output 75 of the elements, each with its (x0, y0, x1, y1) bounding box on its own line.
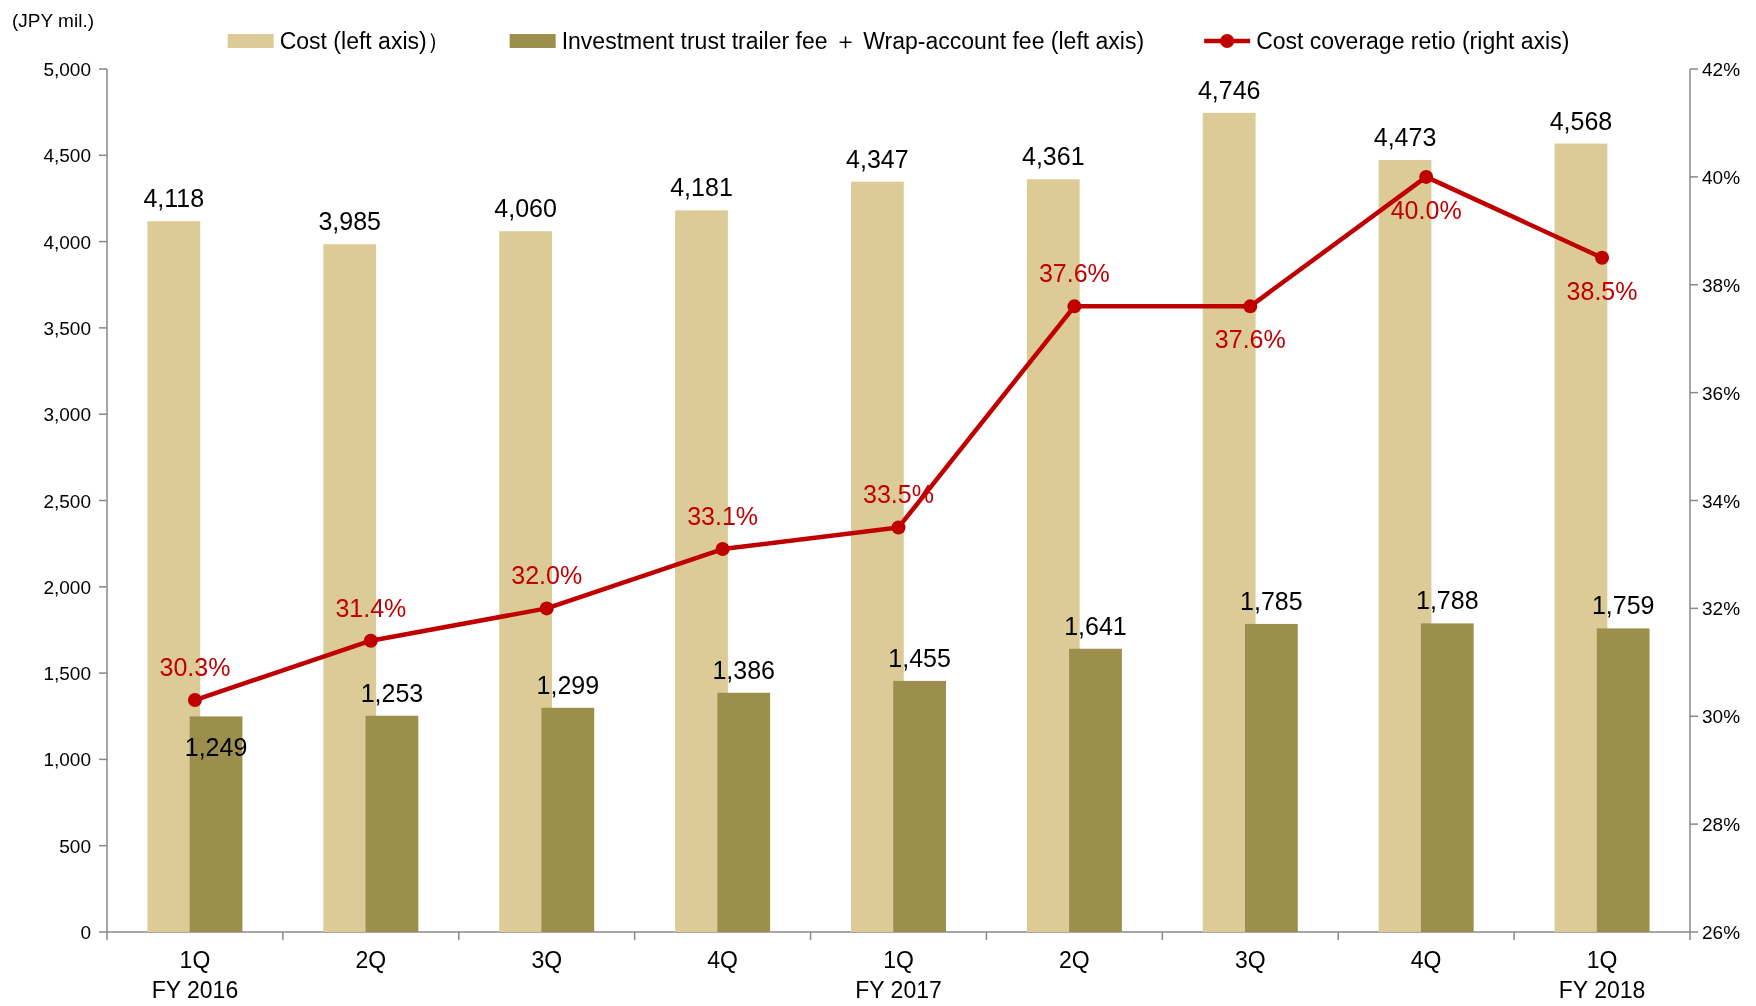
x-tick-label: 2Q (355, 947, 387, 973)
y2-tick-label: 42% (1702, 59, 1741, 80)
data-label: 1,785 (1240, 586, 1303, 615)
data-label: 4,568 (1549, 106, 1613, 135)
data-label: 4,181 (670, 173, 733, 202)
point (539, 601, 554, 616)
y2-tick-label: 38% (1702, 274, 1741, 296)
y-tick-label: 0 (80, 922, 91, 943)
bar (1596, 628, 1650, 932)
point (187, 693, 202, 708)
data-label: 1,455 (888, 643, 951, 672)
data-label: 4,746 (1197, 75, 1261, 104)
x-tick-label: 4Q (707, 947, 738, 973)
data-label: 1,788 (1415, 586, 1479, 615)
point (363, 633, 378, 648)
point (1419, 169, 1434, 184)
y-tick-label: 4,000 (43, 231, 91, 253)
legend-label: Cost (left axis)） (279, 28, 450, 54)
data-label: 1,759 (1591, 591, 1655, 620)
data-label: 3,985 (318, 207, 382, 236)
y-tick-label: 2,000 (43, 576, 91, 598)
y-tick-label: 500 (59, 835, 91, 857)
point (1243, 299, 1258, 314)
bar (1245, 623, 1298, 932)
data-label: 1,641 (1064, 611, 1127, 640)
data-label: 1,386 (712, 655, 775, 684)
data-label: 38.5% (1566, 276, 1638, 305)
data-label: 33.1% (687, 502, 759, 531)
point (1067, 299, 1082, 314)
data-label: 4,473 (1373, 122, 1437, 151)
data-label: 40.0% (1390, 195, 1462, 224)
data-label: 37.6% (1214, 325, 1286, 354)
data-label: 1,299 (536, 670, 600, 699)
legend-label: Investment trust trailer fee ＋ Wrap-account fee (left axis) (561, 28, 1145, 54)
y-tick-label: 3,500 (43, 317, 91, 339)
data-label: 32.0% (511, 561, 583, 590)
data-label: 1,253 (360, 678, 424, 707)
bar (541, 707, 595, 932)
y-axis-title: (JPY mil.) (12, 10, 94, 31)
data-label: 4,347 (846, 144, 909, 173)
bar (893, 680, 946, 932)
data-label: 4,118 (143, 184, 205, 213)
y-tick-label: 3,000 (43, 404, 91, 426)
y2-tick-label: 28% (1702, 814, 1741, 836)
x-tick-label: 1Q FY 2016 (151, 947, 239, 1003)
y-tick-label: 4,500 (43, 145, 91, 167)
y2-tick-label: 26% (1702, 922, 1741, 943)
y2-tick-label: 36% (1702, 382, 1741, 404)
x-tick-label: 1Q FY 2018 (1558, 947, 1646, 1003)
y-tick-label: 5,000 (43, 59, 91, 80)
data-label: 4,361 (1022, 142, 1085, 171)
y2-tick-label: 30% (1702, 706, 1741, 728)
y2-tick-label: 32% (1702, 598, 1741, 620)
x-tick-label: 4Q (1410, 947, 1442, 973)
x-tick-label: 3Q (531, 947, 563, 973)
point (891, 520, 906, 535)
y-tick-label: 2,500 (43, 490, 91, 512)
bar (717, 692, 771, 932)
data-label: 30.3% (159, 653, 231, 682)
point (1595, 250, 1610, 265)
y-tick-label: 1,500 (43, 663, 91, 685)
y-tick-label: 1,000 (43, 749, 91, 771)
point (715, 542, 730, 557)
y2-tick-label: 34% (1702, 490, 1741, 512)
bar (1420, 623, 1474, 932)
data-label: 4,060 (494, 194, 557, 223)
data-label: 31.4% (335, 593, 407, 622)
legend-label: Cost coverage retio (right axis) (1256, 28, 1570, 54)
data-label: 37.6% (1038, 259, 1110, 288)
x-tick-label: 1Q FY 2017 (855, 947, 942, 1003)
x-tick-label: 3Q (1234, 947, 1266, 973)
y2-tick-label: 40% (1702, 166, 1741, 188)
bar (1069, 648, 1122, 932)
x-tick-label: 2Q (1059, 947, 1090, 973)
bar (365, 715, 419, 932)
